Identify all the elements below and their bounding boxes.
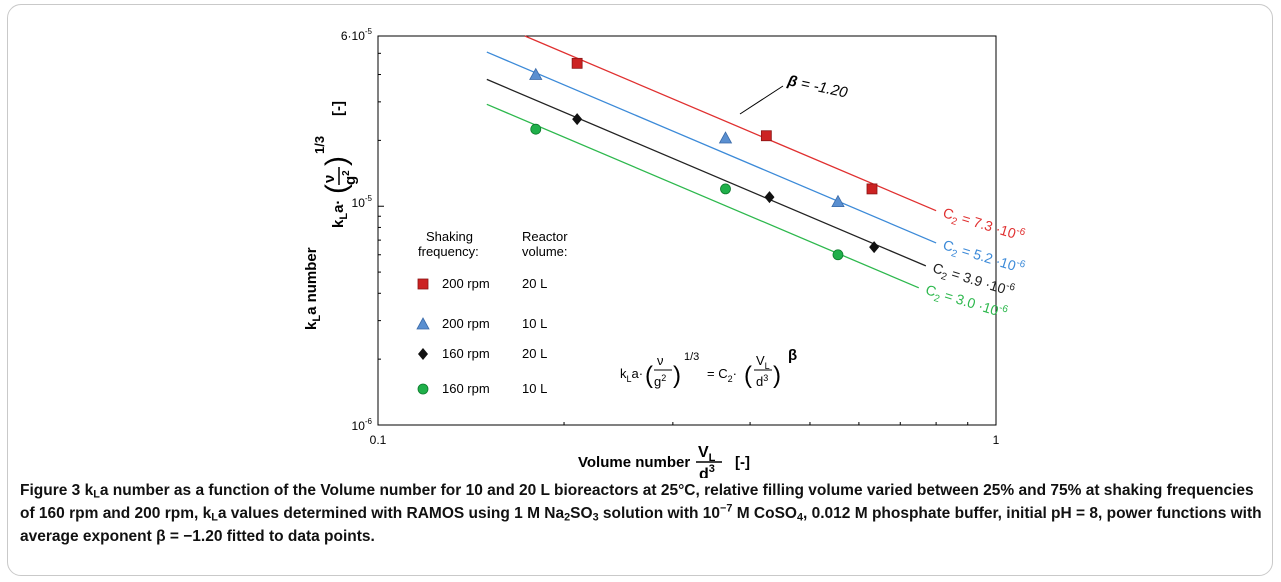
svg-text:volume:: volume: (522, 244, 568, 259)
marker (718, 131, 733, 144)
svg-text:ν: ν (657, 353, 664, 368)
svg-text:1/3: 1/3 (684, 351, 699, 363)
figure-caption: Figure 3 kLa number as a function of the… (20, 479, 1265, 548)
caption-sub: 3 (592, 511, 599, 524)
legend: Shaking frequency: Reactor volume: 200 r… (416, 229, 568, 396)
legend-volume: 20 L (522, 276, 547, 291)
svg-text:g2: g2 (341, 170, 359, 185)
svg-text:(: ( (645, 362, 653, 389)
y-tick-label-mid: 10-5 (352, 194, 373, 210)
caption-text: M CoSO (732, 505, 797, 522)
legend-volume: 20 L (522, 346, 547, 361)
c2-labels: C2 = 7.3 ·10-6C2 = 5.2 ·10-6C2 = 3.9 ·10… (923, 203, 1027, 325)
marker (530, 123, 542, 135)
caption-text: a number as a function of the Volume num… (20, 482, 1254, 522)
marker (832, 249, 844, 261)
svg-text:d3: d3 (699, 463, 715, 478)
caption-sub: L (93, 488, 100, 501)
equation: kLa· ( ν g2 ) 1/3 = C2· ( VL d3 ) β (620, 347, 797, 389)
legend-volume: 10 L (522, 381, 547, 396)
y-tick-label-min: 10-6 (352, 417, 373, 433)
x-tick-label-0: 0.1 (370, 433, 387, 447)
svg-text:1/3: 1/3 (312, 136, 327, 154)
marker (417, 383, 429, 395)
svg-text:ν: ν (321, 175, 338, 183)
data-markers (529, 57, 880, 261)
marker (418, 348, 428, 360)
svg-text:= C2·: = C2· (707, 366, 737, 384)
svg-text:(: ( (320, 184, 353, 194)
svg-text:β: β (788, 347, 797, 364)
beta-label: β = -1.20 (785, 72, 849, 102)
marker (571, 57, 583, 69)
caption-sub: 2 (564, 511, 571, 524)
caption-text: , 0.012 M phosphate buffer, initial pH =… (20, 505, 1262, 545)
marker (416, 317, 430, 330)
svg-text:kLa·: kLa· (330, 200, 350, 228)
caption-text: a values determined with RAMOS using 1 M… (217, 505, 565, 522)
marker (760, 130, 772, 142)
legend-volume: 10 L (522, 316, 547, 331)
svg-text:Volume number: Volume number (578, 454, 690, 471)
beta-annotation: β = -1.20 (739, 72, 850, 115)
x-tick-label-1: 1 (993, 433, 1000, 447)
marker (869, 241, 880, 254)
legend-frequency: 200 rpm (442, 316, 490, 331)
legend-header-frequency: Shaking (426, 229, 473, 244)
svg-text:VL: VL (698, 444, 716, 464)
fit-line (486, 51, 937, 244)
svg-text:): ) (673, 362, 681, 389)
caption-sub: L (211, 511, 218, 524)
plot-area (377, 35, 997, 426)
y-axis-label: kLa number kLa· ( ν g2 ) 1/3 [-] (303, 101, 359, 330)
marker (866, 183, 878, 195)
svg-text:frequency:: frequency: (418, 244, 479, 259)
svg-text:kLa·: kLa· (620, 366, 643, 384)
svg-text:d3: d3 (756, 373, 768, 389)
svg-text:VL: VL (756, 353, 770, 371)
marker (529, 67, 543, 80)
legend-frequency: 160 rpm (442, 381, 490, 396)
svg-text:[-]: [-] (330, 101, 347, 116)
legend-items: 200 rpm 20 L 200 rpm 10 L 160 rpm 20 L 160 rpm… (416, 276, 547, 396)
svg-text:): ) (320, 156, 353, 166)
caption-sup: −7 (720, 502, 733, 515)
caption-label: Figure 3 (20, 482, 81, 499)
svg-text:[-]: [-] (735, 454, 750, 471)
y-tick-label-max: 6·10-5 (341, 27, 373, 43)
marker (572, 113, 583, 126)
svg-text:g2: g2 (654, 373, 666, 389)
svg-text:): ) (773, 362, 781, 389)
figure-frame (7, 4, 1273, 576)
caption-text: SO (570, 505, 593, 522)
legend-frequency: 160 rpm (442, 346, 490, 361)
fit-line (524, 35, 937, 212)
x-axis-label: Volume number VL d3 [-] (578, 444, 750, 478)
marker (417, 278, 429, 290)
marker (764, 191, 775, 204)
caption-sub: 4 (796, 511, 804, 524)
chart: C2 = 7.3 ·10-6C2 = 5.2 ·10-6C2 = 3.9 ·10… (303, 27, 1027, 478)
caption-text: k (80, 482, 94, 499)
legend-header-volume: Reactor (522, 229, 568, 244)
marker (720, 183, 731, 195)
fit-line (486, 78, 927, 267)
svg-text:kLa number: kLa number (303, 247, 323, 330)
beta-leader-line (739, 85, 784, 115)
svg-text:(: ( (744, 362, 752, 389)
fit-lines (486, 35, 937, 289)
legend-frequency: 200 rpm (442, 276, 490, 291)
caption-text: solution with 10 (598, 505, 721, 522)
marker (831, 194, 845, 207)
axis-ticks (377, 52, 997, 426)
fit-line (486, 103, 920, 289)
